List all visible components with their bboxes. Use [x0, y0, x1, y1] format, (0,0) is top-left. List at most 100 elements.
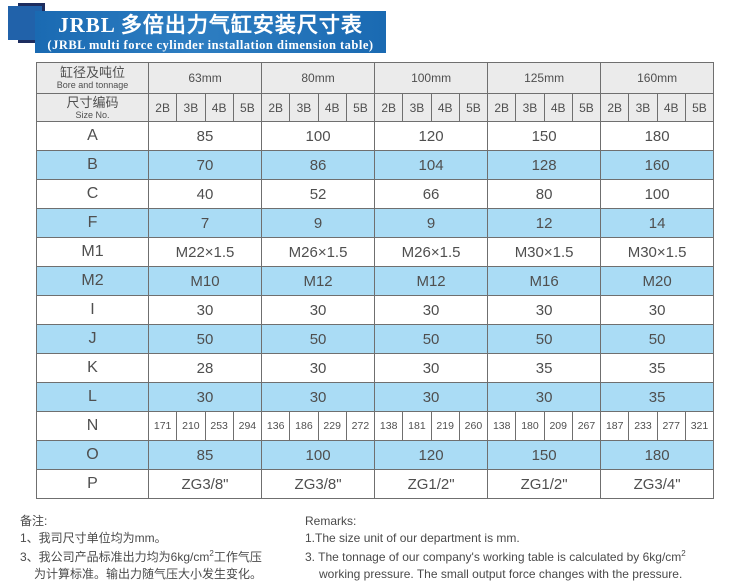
header-group-160mm: 160mm: [600, 62, 715, 94]
table-cell: ZG3/8": [147, 469, 263, 499]
table-cell: 50: [261, 324, 376, 354]
table-row-N: N 171 210 253 294 136 186 229 272 138 181 219 260 138…: [36, 411, 715, 441]
remarks-cn-item3-line2: 为计算标准。输出力随气压大小发生变化。: [34, 566, 263, 581]
header-size-no-en: Size No.: [75, 109, 110, 120]
table-cell: 66: [374, 179, 489, 209]
header-size-no: 尺寸编码 Size No.: [36, 93, 149, 122]
remarks-cn-title: 备注:: [20, 514, 48, 528]
table-cell: 187: [600, 411, 630, 441]
table-cell: 253: [204, 411, 234, 441]
header-bore-tonnage: 缸径及吨位 Bore and tonnage: [36, 62, 149, 94]
table-cell: M30×1.5: [600, 237, 715, 267]
header-size-code: 3B: [402, 93, 432, 122]
table-row-F: F 7 9 9 12 14: [36, 208, 715, 238]
table-cell: 28: [147, 353, 263, 383]
table-row-C: C 40 52 66 80 100: [36, 179, 715, 209]
row-label-K: K: [36, 353, 149, 383]
table-cell: M26×1.5: [374, 237, 489, 267]
table-cell: 70: [147, 150, 263, 180]
table-cell: 14: [600, 208, 715, 238]
table-cell: 30: [374, 353, 489, 383]
table-cell: ZG3/8": [261, 469, 376, 499]
table-cell: 40: [147, 179, 263, 209]
table-cell: 104: [374, 150, 489, 180]
table-cell: 100: [600, 179, 715, 209]
remarks-en-item3-text: 3. The tonnage of our company's working …: [305, 550, 682, 564]
table-cell: 171: [147, 411, 178, 441]
table-cell: M30×1.5: [487, 237, 602, 267]
remarks-cn-item1: 1、我司尺寸单位均为mm。: [20, 530, 167, 545]
row-label-M2: M2: [36, 266, 149, 296]
row-label-F: F: [36, 208, 149, 238]
row-label-N: N: [36, 411, 149, 441]
table-cell: 277: [656, 411, 686, 441]
table-cell: 30: [374, 295, 489, 325]
header-size-code: 5B: [458, 93, 489, 122]
header-size-code: 3B: [176, 93, 206, 122]
table-cell: 120: [374, 121, 489, 151]
table-body: A 85 100 120 150 180 B 70 86 104 128 160 C 40 52 66 80 10…: [36, 121, 715, 499]
table-row-L: L 30 30 30 30 35: [36, 382, 715, 412]
table-cell: 180: [515, 411, 545, 441]
table-cell: 52: [261, 179, 376, 209]
table-cell: 233: [628, 411, 658, 441]
table-cell: 30: [600, 295, 715, 325]
table-row-K: K 28 30 30 35 35: [36, 353, 715, 383]
header-size-code: 4B: [317, 93, 347, 122]
table-cell: 180: [600, 121, 715, 151]
header-size-code: 3B: [289, 93, 319, 122]
table-cell: 80: [487, 179, 602, 209]
remarks-en-item3: 3. The tonnage of our company's working …: [305, 546, 745, 566]
table-cell: 160: [600, 150, 715, 180]
header-size-code: 5B: [345, 93, 376, 122]
header-group-63mm: 63mm: [147, 62, 263, 94]
dimension-table: 缸径及吨位 Bore and tonnage 63mm 80mm 100mm 125mm 1…: [36, 62, 715, 499]
table-cell: 321: [684, 411, 715, 441]
header-size-code: 2B: [600, 93, 630, 122]
table-cell: M16: [487, 266, 602, 296]
table-cell: M12: [261, 266, 376, 296]
table-cell: 138: [374, 411, 404, 441]
remarks-cn-item3-sup: 2: [209, 549, 214, 558]
table-cell: 229: [317, 411, 347, 441]
header-size-code: 3B: [515, 93, 545, 122]
table-cell: 30: [374, 382, 489, 412]
table-cell: 50: [600, 324, 715, 354]
page-title-cn: JRBL 多倍出力气缸安装尺寸表: [58, 13, 363, 37]
table-cell: 138: [487, 411, 517, 441]
table-cell: ZG3/4": [600, 469, 715, 499]
table-cell: 294: [232, 411, 263, 441]
table-cell: 219: [430, 411, 460, 441]
table-cell: 50: [147, 324, 263, 354]
remarks-cn-item3-tail: 工作气压: [213, 550, 262, 564]
table-cell: 267: [571, 411, 602, 441]
row-label-B: B: [36, 150, 149, 180]
table-cell: 150: [487, 440, 602, 470]
table-cell: 85: [147, 121, 263, 151]
table-cell: 7: [147, 208, 263, 238]
header-size-code: 5B: [684, 93, 715, 122]
table-cell: 120: [374, 440, 489, 470]
table-cell: 209: [543, 411, 573, 441]
table-cell: 100: [261, 121, 376, 151]
row-label-I: I: [36, 295, 149, 325]
table-cell: M12: [374, 266, 489, 296]
table-cell: 180: [600, 440, 715, 470]
table-cell: 272: [345, 411, 376, 441]
table-cell: 30: [147, 295, 263, 325]
header-group-80mm: 80mm: [261, 62, 376, 94]
page-title-en: (JRBL multi force cylinder installation …: [47, 38, 374, 52]
table-cell: ZG1/2": [487, 469, 602, 499]
row-label-O: O: [36, 440, 149, 470]
table-row-M1: M1 M22×1.5 M26×1.5 M26×1.5 M30×1.5 M30×1.5: [36, 237, 715, 267]
row-label-M1: M1: [36, 237, 149, 267]
remarks-en: Remarks: 1.The size unit of our departme…: [305, 513, 745, 582]
table-cell: 128: [487, 150, 602, 180]
header-group-125mm: 125mm: [487, 62, 602, 94]
table-cell: M22×1.5: [147, 237, 263, 267]
table-cell: 30: [261, 353, 376, 383]
table-cell: 30: [147, 382, 263, 412]
table-cell: 136: [261, 411, 291, 441]
header-group-100mm: 100mm: [374, 62, 489, 94]
table-cell: 186: [289, 411, 319, 441]
